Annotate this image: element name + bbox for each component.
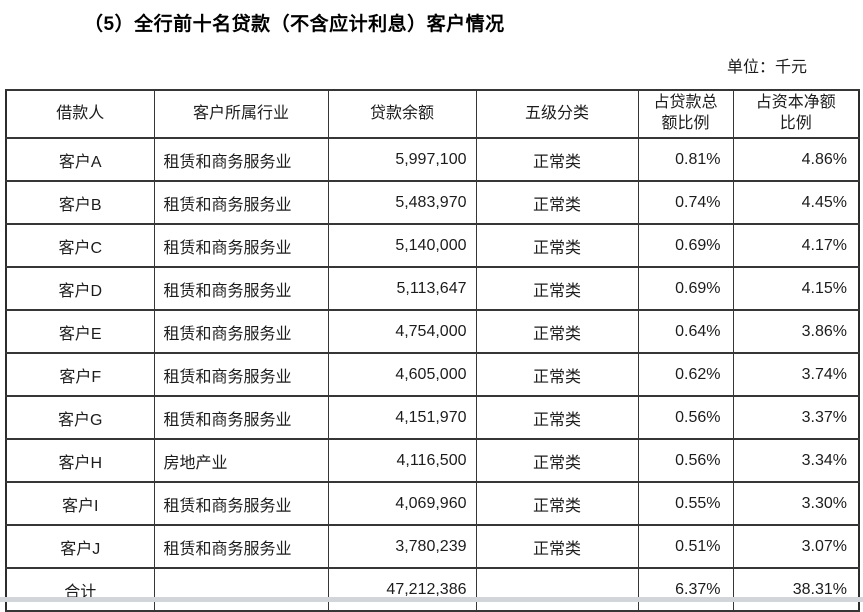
balance-cell: 4,151,970 (327, 395, 477, 440)
classification-cell: 正常类 (475, 266, 639, 311)
header-balance: 贷款余额 (327, 89, 477, 139)
pct-total-cell: 0.56% (637, 438, 734, 483)
pct-total-cell: 0.51% (637, 524, 734, 569)
pct-capital-cell: 4.15% (732, 266, 860, 311)
table-total-row: 合计 47,212,386 6.37% 38.31% (5, 567, 860, 612)
borrower-cell: 客户I (5, 481, 155, 526)
pct-total-cell: 0.69% (637, 266, 734, 311)
pct-capital-cell: 3.74% (732, 352, 860, 397)
total-pct-capital-cell: 38.31% (732, 567, 860, 612)
borrower-cell: 客户H (5, 438, 155, 483)
table-row: 客户E 租赁和商务服务业 4,754,000 正常类 0.64% 3.86% (5, 309, 860, 354)
total-pct-total-cell: 6.37% (637, 567, 734, 612)
table-row: 客户F 租赁和商务服务业 4,605,000 正常类 0.62% 3.74% (5, 352, 860, 397)
industry-cell: 租赁和商务服务业 (153, 180, 329, 225)
pct-total-cell: 0.62% (637, 352, 734, 397)
classification-cell: 正常类 (475, 352, 639, 397)
industry-cell: 租赁和商务服务业 (153, 524, 329, 569)
total-industry-cell (153, 567, 329, 612)
classification-cell: 正常类 (475, 395, 639, 440)
balance-cell: 5,997,100 (327, 137, 477, 182)
header-pct-total: 占贷款总 额比例 (637, 89, 734, 139)
industry-cell: 租赁和商务服务业 (153, 352, 329, 397)
pct-capital-cell: 3.86% (732, 309, 860, 354)
table-row: 客户B 租赁和商务服务业 5,483,970 正常类 0.74% 4.45% (5, 180, 860, 225)
table-row: 客户G 租赁和商务服务业 4,151,970 正常类 0.56% 3.37% (5, 395, 860, 440)
classification-cell: 正常类 (475, 309, 639, 354)
borrower-cell: 客户A (5, 137, 155, 182)
table-row: 客户A 租赁和商务服务业 5,997,100 正常类 0.81% 4.86% (5, 137, 860, 182)
balance-cell: 4,069,960 (327, 481, 477, 526)
classification-cell: 正常类 (475, 180, 639, 225)
top-ten-borrowers-table: 借款人 客户所属行业 贷款余额 五级分类 占贷款总 额比例 占资本净额 比例 客… (5, 89, 860, 612)
table-row: 客户C 租赁和商务服务业 5,140,000 正常类 0.69% 4.17% (5, 223, 860, 268)
table-header-row: 借款人 客户所属行业 贷款余额 五级分类 占贷款总 额比例 占资本净额 比例 (5, 89, 860, 139)
balance-cell: 5,113,647 (327, 266, 477, 311)
pct-total-cell: 0.69% (637, 223, 734, 268)
table-row: 客户H 房地产业 4,116,500 正常类 0.56% 3.34% (5, 438, 860, 483)
pct-total-cell: 0.55% (637, 481, 734, 526)
pct-capital-cell: 4.86% (732, 137, 860, 182)
classification-cell: 正常类 (475, 481, 639, 526)
industry-cell: 租赁和商务服务业 (153, 137, 329, 182)
industry-cell: 租赁和商务服务业 (153, 223, 329, 268)
page-bottom-edge (0, 597, 863, 602)
industry-cell: 租赁和商务服务业 (153, 266, 329, 311)
pct-capital-cell: 4.17% (732, 223, 860, 268)
balance-cell: 4,605,000 (327, 352, 477, 397)
borrower-cell: 客户C (5, 223, 155, 268)
header-industry: 客户所属行业 (153, 89, 329, 139)
pct-total-cell: 0.74% (637, 180, 734, 225)
pct-capital-cell: 3.07% (732, 524, 860, 569)
industry-cell: 房地产业 (153, 438, 329, 483)
header-classification: 五级分类 (475, 89, 639, 139)
classification-cell: 正常类 (475, 137, 639, 182)
table-row: 客户D 租赁和商务服务业 5,113,647 正常类 0.69% 4.15% (5, 266, 860, 311)
pct-capital-cell: 4.45% (732, 180, 860, 225)
header-borrower: 借款人 (5, 89, 155, 139)
balance-cell: 4,116,500 (327, 438, 477, 483)
total-balance-cell: 47,212,386 (327, 567, 477, 612)
table-row: 客户I 租赁和商务服务业 4,069,960 正常类 0.55% 3.30% (5, 481, 860, 526)
balance-cell: 4,754,000 (327, 309, 477, 354)
pct-total-cell: 0.56% (637, 395, 734, 440)
borrower-cell: 客户J (5, 524, 155, 569)
balance-cell: 5,140,000 (327, 223, 477, 268)
pct-capital-cell: 3.34% (732, 438, 860, 483)
table-row: 客户J 租赁和商务服务业 3,780,239 正常类 0.51% 3.07% (5, 524, 860, 569)
total-classification-cell (475, 567, 639, 612)
classification-cell: 正常类 (475, 438, 639, 483)
unit-label: 单位：千元 (726, 59, 807, 76)
header-pct-capital: 占资本净额 比例 (732, 89, 860, 139)
balance-cell: 5,483,970 (327, 180, 477, 225)
section-title: （5）全行前十名贷款（不含应计利息）客户情况 (84, 14, 505, 35)
balance-cell: 3,780,239 (327, 524, 477, 569)
total-label-cell: 合计 (5, 567, 155, 612)
classification-cell: 正常类 (475, 524, 639, 569)
pct-total-cell: 0.81% (637, 137, 734, 182)
borrower-cell: 客户E (5, 309, 155, 354)
pct-capital-cell: 3.30% (732, 481, 860, 526)
pct-total-cell: 0.64% (637, 309, 734, 354)
borrower-cell: 客户G (5, 395, 155, 440)
industry-cell: 租赁和商务服务业 (153, 309, 329, 354)
borrower-cell: 客户D (5, 266, 155, 311)
industry-cell: 租赁和商务服务业 (153, 395, 329, 440)
classification-cell: 正常类 (475, 223, 639, 268)
industry-cell: 租赁和商务服务业 (153, 481, 329, 526)
borrower-cell: 客户B (5, 180, 155, 225)
borrower-cell: 客户F (5, 352, 155, 397)
pct-capital-cell: 3.37% (732, 395, 860, 440)
